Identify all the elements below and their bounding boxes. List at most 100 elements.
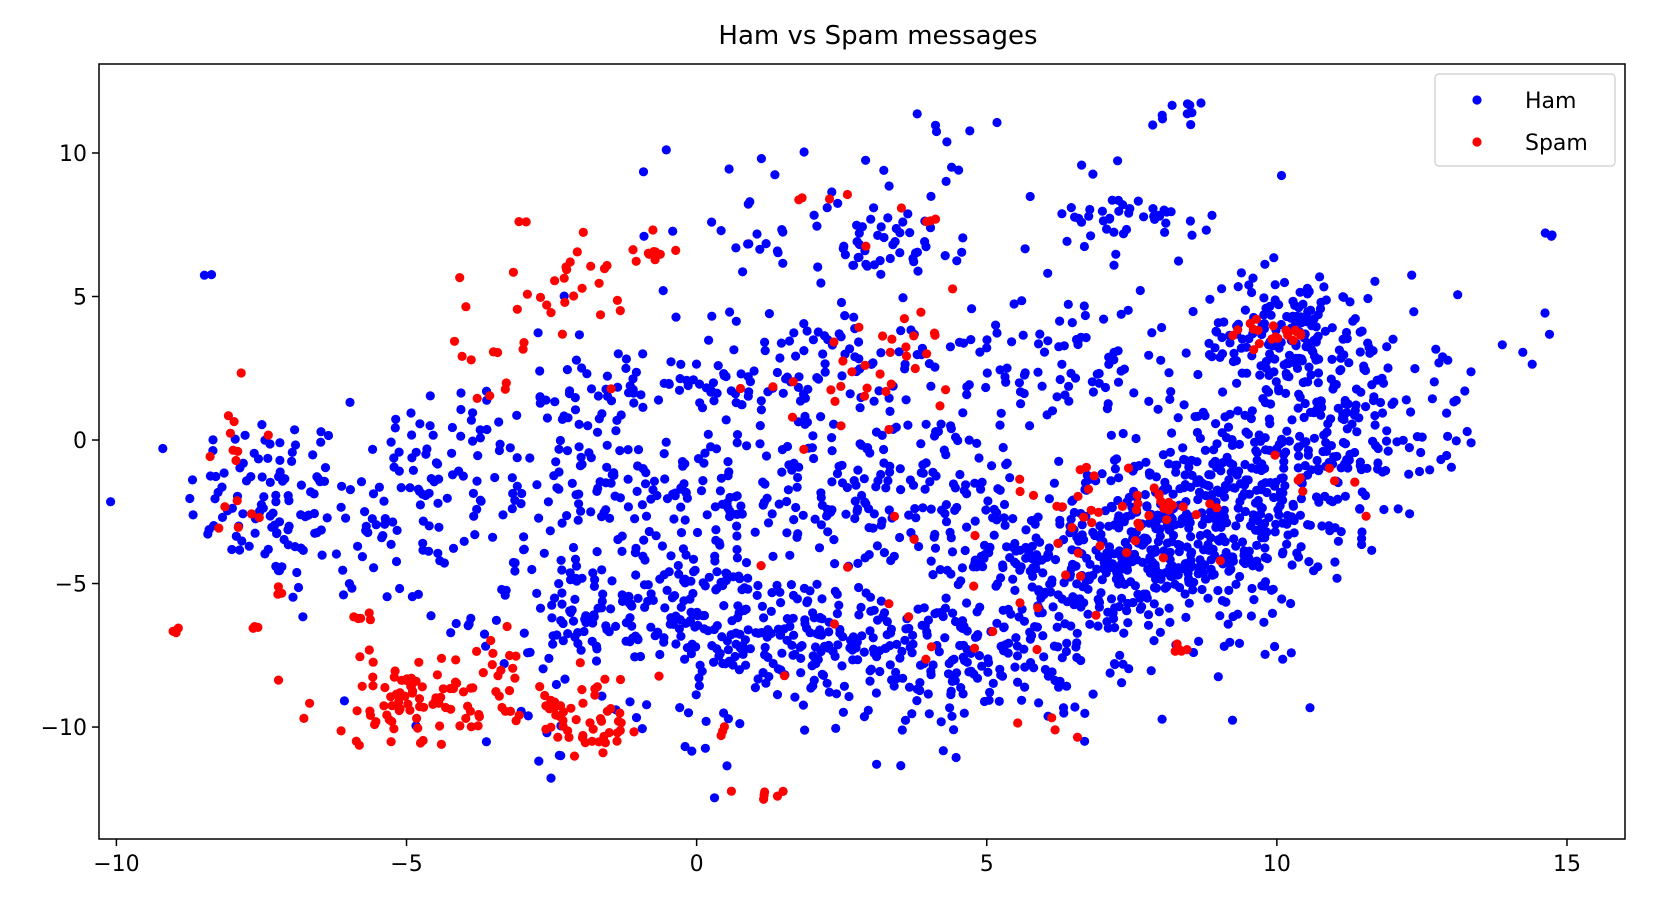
spam-point [1212,503,1222,513]
ham-point [806,683,816,693]
spam-point [843,562,853,572]
ham-point [1269,253,1279,263]
ham-point [715,648,725,659]
ham-point [475,433,485,443]
ham-point [1365,348,1375,358]
ham-point [1067,318,1077,328]
ham-point [1207,352,1217,362]
ham-point [1352,427,1362,437]
ham-point [1190,412,1200,422]
ham-point [760,479,770,489]
ham-point [1012,651,1023,661]
ham-point [1375,397,1386,408]
ham-point [1113,563,1123,574]
ham-point [882,617,892,627]
ham-point [639,231,649,241]
ham-point [456,404,466,415]
ham-point [812,579,822,589]
spam-point [273,582,283,592]
ham-point [1135,285,1145,296]
ham-point [1299,412,1309,423]
ham-point [716,226,726,236]
ham-point [592,547,602,557]
ham-point [1259,293,1269,303]
ham-point [1018,330,1028,340]
ham-point [982,368,992,378]
ham-point [426,611,436,621]
spam-point [1032,644,1042,655]
spam-point [643,248,654,258]
spam-point [1158,553,1168,563]
ham-point [901,395,911,405]
spam-point [493,671,503,681]
ham-point [1300,377,1310,387]
spam-point [550,697,560,707]
ham-point [296,480,306,490]
spam-point [432,670,442,680]
spam-point [225,428,235,438]
spam-point [431,693,441,703]
ham-point [576,452,586,462]
ham-point [601,505,611,515]
ham-point [721,371,731,382]
ham-point [1119,364,1129,374]
ham-point [1180,559,1190,569]
ham-point [1266,310,1276,320]
spam-point [535,682,545,692]
ham-point [1286,598,1296,609]
spam-point [205,451,215,462]
ham-point [707,217,717,227]
ham-point [996,670,1006,680]
ham-point [1241,342,1252,352]
ham-point [1466,438,1476,448]
ham-point [1466,367,1476,377]
spam-point [455,721,465,731]
ham-point [657,541,668,551]
ham-point [941,593,951,603]
ham-point [1149,636,1159,646]
ham-point [1293,403,1303,413]
spam-point [826,385,836,395]
ham-point [854,582,864,593]
spam-point [349,612,359,622]
spam-point [518,344,528,354]
spam-point [1067,522,1077,533]
ham-point [856,602,866,613]
ham-point [725,506,735,516]
ham-point [722,761,732,771]
ham-point [323,430,334,441]
ham-point [1232,378,1242,388]
ham-point [1279,277,1290,288]
spam-point [542,300,552,310]
spam-point [565,257,575,267]
spam-point [836,421,846,431]
ham-point [1194,487,1205,497]
ham-point [691,359,702,369]
ham-point [1282,426,1292,436]
ham-point [316,437,326,447]
ham-point [535,603,546,613]
ham-point [926,666,936,676]
ham-point [735,719,745,729]
ham-point [768,551,778,562]
ham-point [853,465,863,475]
ham-point [623,445,633,455]
ham-point [1175,484,1185,494]
ham-point [975,347,985,357]
ham-point [949,725,959,735]
ham-point [451,618,461,629]
spam-point [970,530,980,541]
ham-point [675,703,685,713]
ham-point [1109,355,1119,365]
ham-point [840,349,850,359]
ham-point [731,243,741,253]
ham-point [597,511,607,522]
ham-point [1153,404,1163,414]
ham-point [1020,244,1030,254]
ham-point [1270,641,1280,652]
ham-point [1133,196,1143,206]
ham-point [1295,431,1305,441]
ham-point [290,542,300,552]
spam-point [461,302,471,312]
ham-point [583,421,593,431]
